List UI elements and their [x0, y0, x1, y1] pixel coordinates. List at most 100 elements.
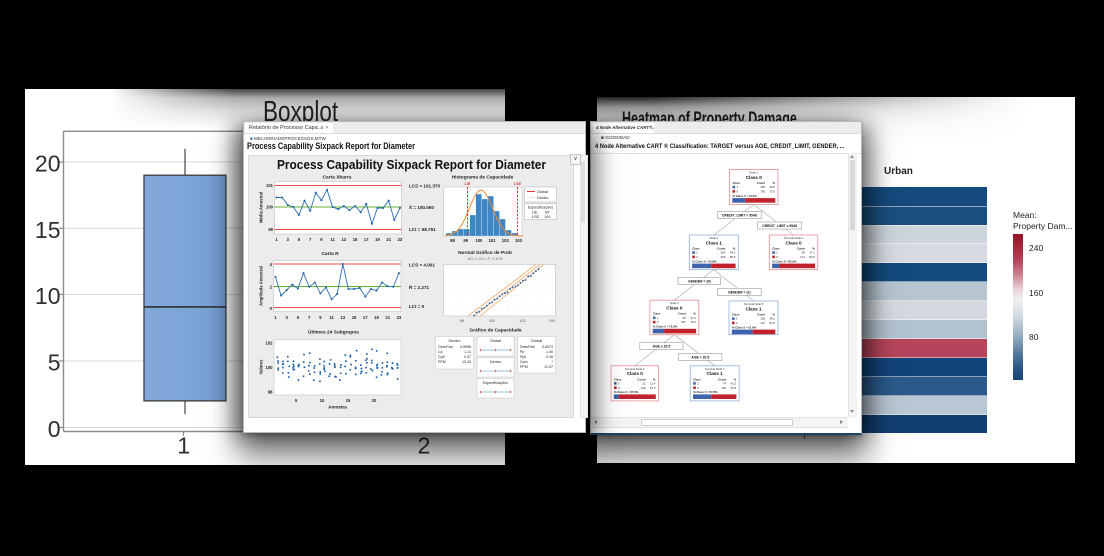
svg-text:0: 0 — [697, 386, 699, 390]
svg-text:55.8: 55.8 — [730, 255, 736, 259]
svg-text:17: 17 — [363, 315, 368, 320]
svg-text:700: 700 — [760, 190, 765, 194]
svg-text:% Class 0 = 57.8%: % Class 0 = 57.8% — [693, 390, 718, 394]
svg-text:R̅ = 2.271: R̅ = 2.271 — [409, 284, 430, 290]
svg-text:74: 74 — [723, 382, 727, 386]
svg-text:17: 17 — [364, 237, 369, 242]
svg-text:102: 102 — [502, 238, 510, 243]
svg-text:15: 15 — [353, 237, 358, 242]
svg-text:Dentro: Dentro — [537, 196, 548, 200]
svg-text:Class 1: Class 1 — [706, 240, 723, 245]
svg-text:%: % — [653, 377, 656, 381]
svg-text:13: 13 — [340, 315, 345, 320]
svg-text:99: 99 — [545, 211, 549, 215]
svg-text:Node 4: Node 4 — [670, 301, 679, 305]
svg-text:100: 100 — [544, 215, 550, 219]
svg-text:LIE: LIE — [465, 182, 471, 186]
svg-text:Class 1: Class 1 — [707, 371, 724, 376]
svg-text:0: 0 — [696, 255, 698, 259]
svg-text:Terminal Node 3: Terminal Node 3 — [784, 236, 804, 240]
svg-text:X̅ = 100.060: X̅ = 100.060 — [409, 204, 435, 210]
svg-text:Class: Class — [772, 247, 780, 251]
svg-text:Ppk: Ppk — [520, 355, 526, 359]
svg-text:1.06: 1.06 — [546, 350, 553, 354]
svg-text:0.36: 0.36 — [546, 355, 553, 359]
svg-text:0: 0 — [736, 321, 738, 325]
svg-text:LCI = 98.751: LCI = 98.751 — [409, 227, 436, 232]
svg-text:Count: Count — [678, 312, 686, 316]
svg-text:Dentro: Dentro — [490, 360, 501, 364]
svg-text:30.0: 30.0 — [770, 185, 776, 189]
svg-text:103: 103 — [515, 238, 523, 243]
svg-text:Dentro: Dentro — [448, 338, 461, 343]
svg-text:3: 3 — [287, 237, 290, 242]
svg-text:9: 9 — [320, 237, 323, 242]
svg-text:102: 102 — [266, 341, 274, 346]
svg-text:15: 15 — [346, 398, 351, 403]
svg-text:15: 15 — [35, 217, 61, 243]
svg-text:Terminal Node 6: Terminal Node 6 — [625, 367, 645, 371]
svg-text:257: 257 — [681, 320, 686, 324]
svg-text:3: 3 — [286, 315, 289, 320]
svg-text:Terminal Node 5: Terminal Node 5 — [744, 302, 764, 306]
svg-text:Class 0: Class 0 — [746, 175, 763, 180]
svg-text:99: 99 — [268, 227, 273, 232]
svg-text:1: 1 — [776, 251, 778, 255]
svg-text:Count: Count — [797, 247, 805, 251]
svg-text:82.9: 82.9 — [809, 255, 815, 259]
svg-text:21: 21 — [642, 382, 646, 386]
svg-text:11: 11 — [330, 237, 335, 242]
svg-text:LIE: LIE — [532, 211, 538, 215]
svg-text:Class 0: Class 0 — [666, 306, 683, 311]
svg-text:LCS = 101.370: LCS = 101.370 — [409, 184, 440, 189]
svg-text:0: 0 — [776, 255, 778, 259]
svg-text:19: 19 — [374, 315, 379, 320]
svg-text:174: 174 — [800, 255, 805, 259]
svg-text:95: 95 — [683, 316, 687, 320]
svg-text:51.8: 51.8 — [770, 321, 776, 325]
svg-text:% Class 0 = 87.6%: % Class 0 = 87.6% — [614, 390, 639, 394]
svg-text:73.0: 73.0 — [690, 320, 696, 324]
svg-text:7: 7 — [309, 237, 312, 242]
svg-text:Global: Global — [537, 190, 548, 194]
svg-text:48.2: 48.2 — [770, 317, 776, 321]
svg-text:%: % — [773, 181, 776, 185]
svg-text:Média Amostral: Média Amostral — [259, 192, 264, 223]
svg-text:*: * — [552, 360, 554, 364]
svg-text:300: 300 — [760, 185, 765, 189]
svg-text:%: % — [812, 247, 815, 251]
svg-text:98: 98 — [268, 390, 273, 395]
svg-text:1: 1 — [657, 316, 659, 320]
svg-text:23: 23 — [397, 315, 402, 320]
svg-text:0: 0 — [657, 320, 659, 324]
svg-text:Count: Count — [757, 313, 765, 317]
svg-text:104: 104 — [549, 319, 555, 323]
svg-text:100: 100 — [489, 319, 495, 323]
svg-text:19: 19 — [375, 237, 380, 242]
svg-text:Count: Count — [717, 247, 725, 251]
svg-text:12.07: 12.07 — [544, 365, 553, 369]
svg-text:AGE ≤ 20.5: AGE ≤ 20.5 — [653, 345, 671, 349]
svg-text:21: 21 — [385, 315, 390, 320]
svg-text:0: 0 — [737, 190, 739, 194]
svg-text:27.0: 27.0 — [690, 316, 696, 320]
svg-text:333: 333 — [721, 255, 726, 259]
svg-text:Gráfico de Capacidade: Gráfico de Capacidade — [470, 328, 522, 334]
svg-text:5: 5 — [295, 398, 298, 403]
svg-text:101: 101 — [489, 238, 497, 243]
svg-text:17.1: 17.1 — [809, 251, 815, 255]
svg-text:70.0: 70.0 — [770, 190, 776, 194]
svg-text:87.6: 87.6 — [650, 386, 656, 390]
svg-text:Class: Class — [693, 377, 701, 381]
svg-text:CREDIT_LIMIT < 9548: CREDIT_LIMIT < 9548 — [722, 214, 757, 218]
svg-text:%: % — [734, 377, 737, 381]
svg-text:1.11: 1.11 — [464, 350, 471, 354]
svg-text:98: 98 — [460, 319, 464, 323]
svg-text:98: 98 — [450, 238, 455, 243]
svg-text:LSE: LSE — [514, 182, 522, 186]
svg-text:Valores: Valores — [259, 359, 264, 375]
svg-text:1: 1 — [737, 185, 739, 189]
svg-text:Count: Count — [757, 181, 765, 185]
svg-text:%: % — [773, 313, 776, 317]
svg-text:15: 15 — [352, 315, 357, 320]
